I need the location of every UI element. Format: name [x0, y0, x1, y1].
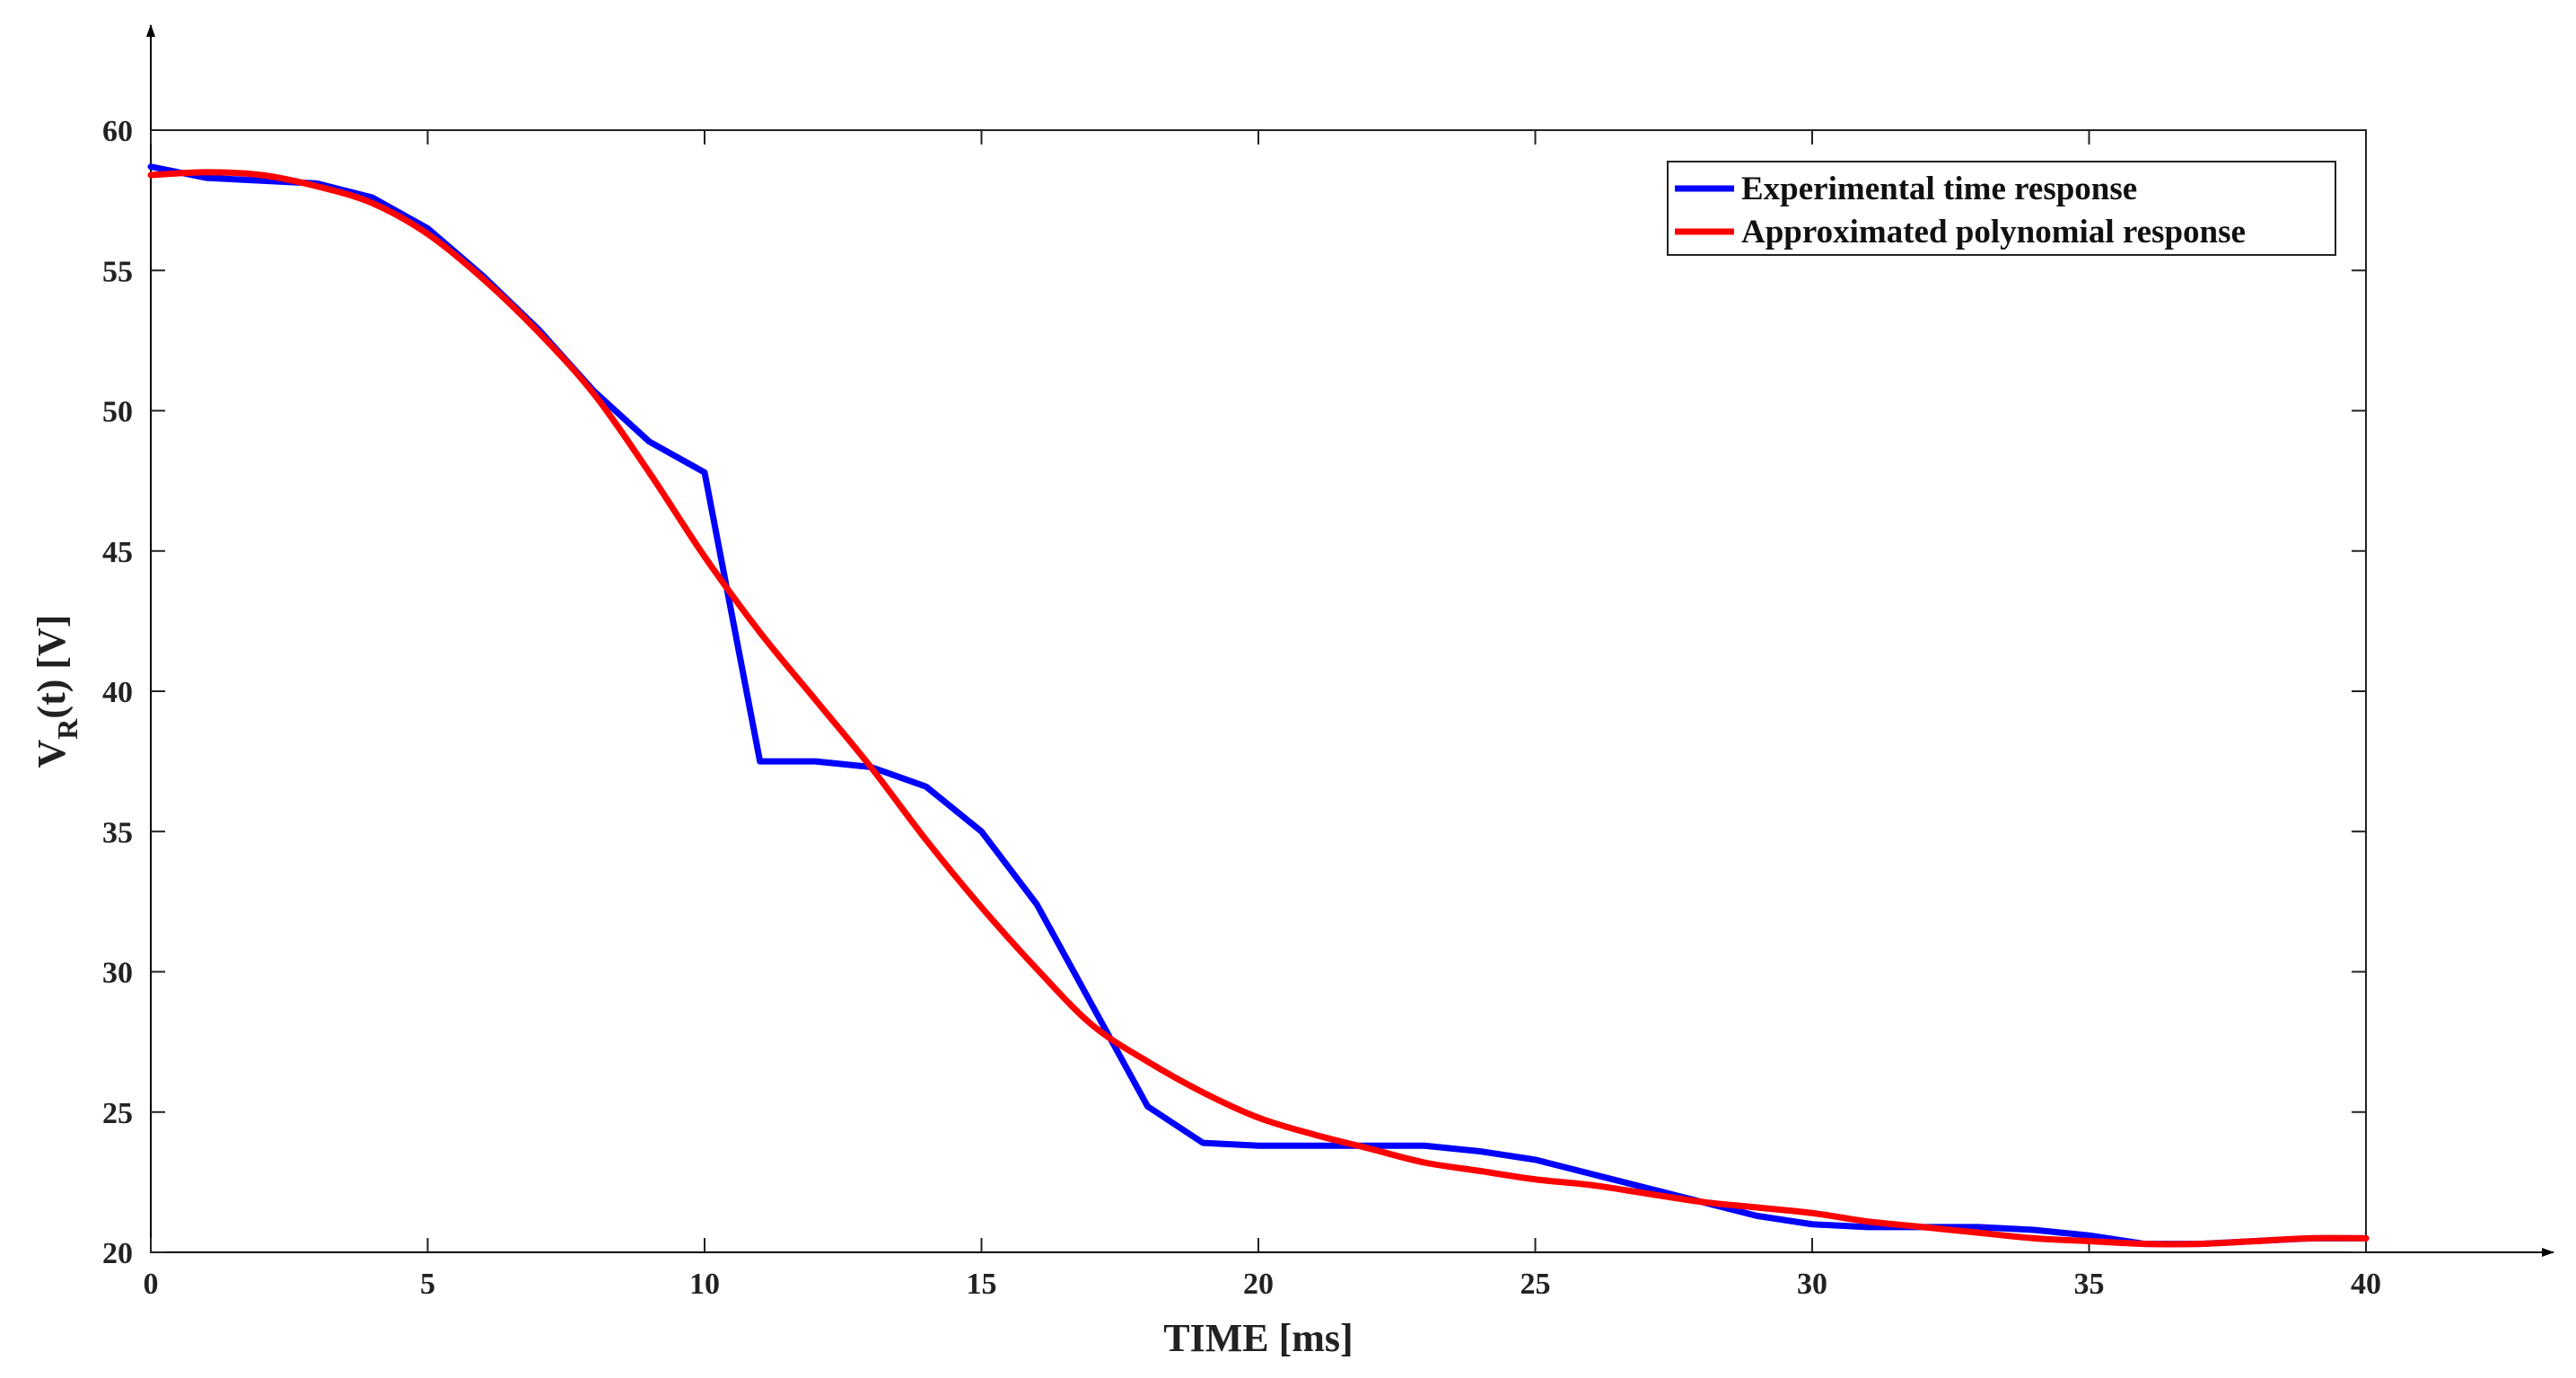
legend-box — [1667, 161, 2336, 256]
x-tick-label: 35 — [2074, 1268, 2105, 1301]
x-tick-label: 40 — [2351, 1268, 2381, 1301]
x-tick-label: 20 — [1243, 1268, 1274, 1301]
x-tick-label: 25 — [1520, 1268, 1551, 1301]
y-axis-title: VR(t) [V] — [30, 615, 83, 768]
x-tick-label: 10 — [689, 1268, 720, 1301]
tick-labels: 0 5 10 15 20 25 30 35 40 20 25 30 35 40 45 50 55 60 — [102, 115, 2381, 1301]
y-tick-label: 60 — [102, 115, 133, 148]
ticks — [150, 129, 2367, 1253]
y-tick-label: 50 — [102, 396, 133, 429]
series — [147, 163, 2370, 1248]
y-tick-label: 45 — [102, 536, 133, 569]
y-axis-title-main: V — [30, 739, 74, 768]
y-axis-title-rest: (t) [V] — [30, 615, 74, 719]
y-tick-label: 30 — [102, 957, 133, 990]
y-tick-label: 35 — [102, 816, 133, 849]
x-axis-title: TIME [ms] — [1163, 1316, 1353, 1360]
legend: Experimental time response Approximated … — [1667, 161, 2336, 256]
x-tick-label: 30 — [1797, 1268, 1827, 1301]
y-tick-label: 20 — [102, 1237, 133, 1270]
y-tick-label: 40 — [102, 676, 133, 709]
x-tick-label: 0 — [144, 1268, 159, 1301]
y-axis-title-sub: R — [51, 718, 83, 740]
plot-frame — [150, 129, 2367, 1253]
x-tick-label: 5 — [420, 1268, 435, 1301]
legend-label-polynomial: Approximated polynomial response — [1741, 214, 2246, 250]
legend-label-experimental: Experimental time response — [1741, 171, 2137, 207]
y-tick-label: 25 — [102, 1097, 133, 1130]
series-line-polynomial — [147, 169, 2370, 1248]
y-tick-label: 55 — [102, 255, 133, 288]
x-tick-label: 15 — [967, 1268, 997, 1301]
